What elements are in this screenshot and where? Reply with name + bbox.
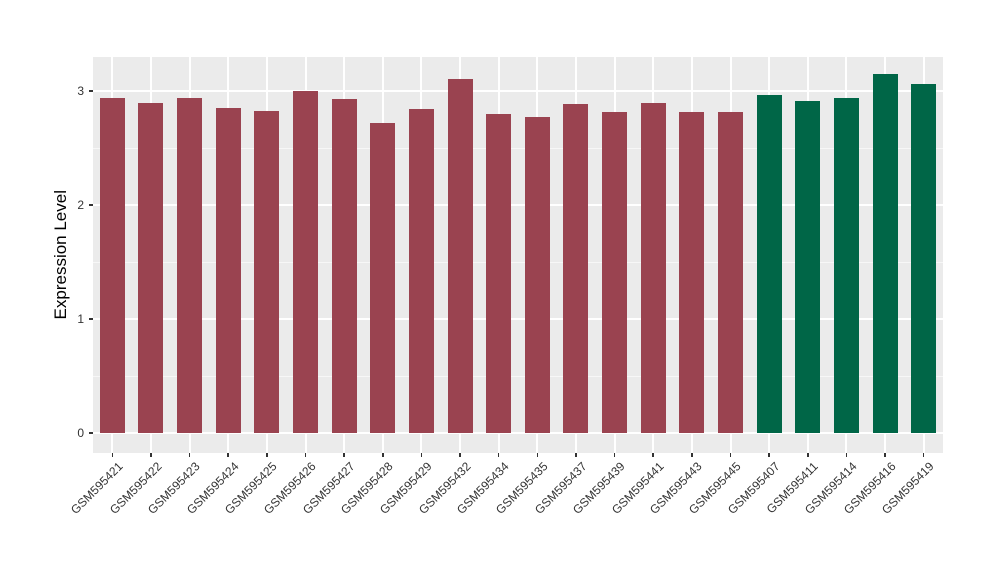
x-tick-mark (150, 453, 152, 457)
bar-GSM595439 (602, 111, 628, 434)
x-tick-mark (575, 453, 577, 457)
bar-GSM595432 (447, 78, 473, 434)
x-tick-mark (188, 453, 191, 457)
x-tick-mark (845, 453, 848, 457)
bar-GSM595425 (254, 110, 280, 434)
gridline-minor (93, 261, 943, 263)
plot-panel (93, 57, 943, 453)
y-tick-label: 3 (77, 84, 84, 99)
y-tick-label: 1 (77, 312, 84, 327)
x-tick-mark (691, 453, 693, 457)
gridline-major (93, 318, 943, 321)
y-tick-mark (89, 318, 93, 320)
gridline-major (93, 90, 943, 93)
x-tick-mark (266, 453, 268, 457)
bar-GSM595411 (795, 101, 821, 434)
gridline-minor (93, 375, 943, 377)
bar-GSM595421 (99, 98, 125, 434)
bar-GSM595428 (370, 123, 396, 434)
bar-GSM595419 (911, 84, 937, 434)
x-tick-mark (227, 453, 230, 457)
x-tick-mark (922, 453, 925, 457)
bar-GSM595427 (331, 99, 357, 434)
bar-GSM595445 (718, 111, 743, 434)
gridline-major (93, 432, 943, 435)
gridline-minor (93, 147, 943, 149)
bar-GSM595423 (177, 98, 203, 434)
x-tick-mark (111, 453, 114, 457)
x-tick-mark (806, 453, 809, 457)
x-tick-mark (884, 453, 886, 457)
x-tick-mark (652, 453, 655, 457)
y-tick-label: 2 (77, 198, 84, 213)
bar-GSM595416 (872, 74, 898, 434)
bar-GSM595429 (408, 109, 434, 434)
bar-GSM595437 (563, 103, 589, 434)
x-tick-mark (768, 453, 770, 457)
bar-GSM595434 (486, 113, 512, 434)
x-tick-mark (497, 453, 500, 457)
y-tick-mark (89, 432, 93, 434)
bar-GSM595443 (679, 111, 705, 434)
bar-GSM595426 (293, 91, 318, 434)
y-tick-mark (89, 90, 93, 92)
bar-GSM595407 (756, 94, 782, 434)
y-axis-title-box: Expression Level (48, 57, 74, 453)
gridline-major (93, 204, 943, 207)
bar-GSM595414 (833, 98, 859, 434)
x-tick-mark (536, 453, 539, 457)
x-tick-mark (459, 453, 461, 457)
x-tick-mark (381, 453, 384, 457)
bar-GSM595441 (640, 102, 666, 434)
x-tick-mark (304, 453, 307, 457)
y-tick-mark (89, 204, 93, 206)
x-tick-mark (420, 453, 423, 457)
bar-GSM595422 (138, 102, 164, 434)
bar-GSM595424 (215, 108, 241, 434)
x-tick-mark (343, 453, 345, 457)
x-tick-mark (729, 453, 732, 457)
bar-GSM595435 (524, 117, 550, 434)
y-tick-label: 0 (77, 426, 84, 441)
x-tick-mark (613, 453, 616, 457)
